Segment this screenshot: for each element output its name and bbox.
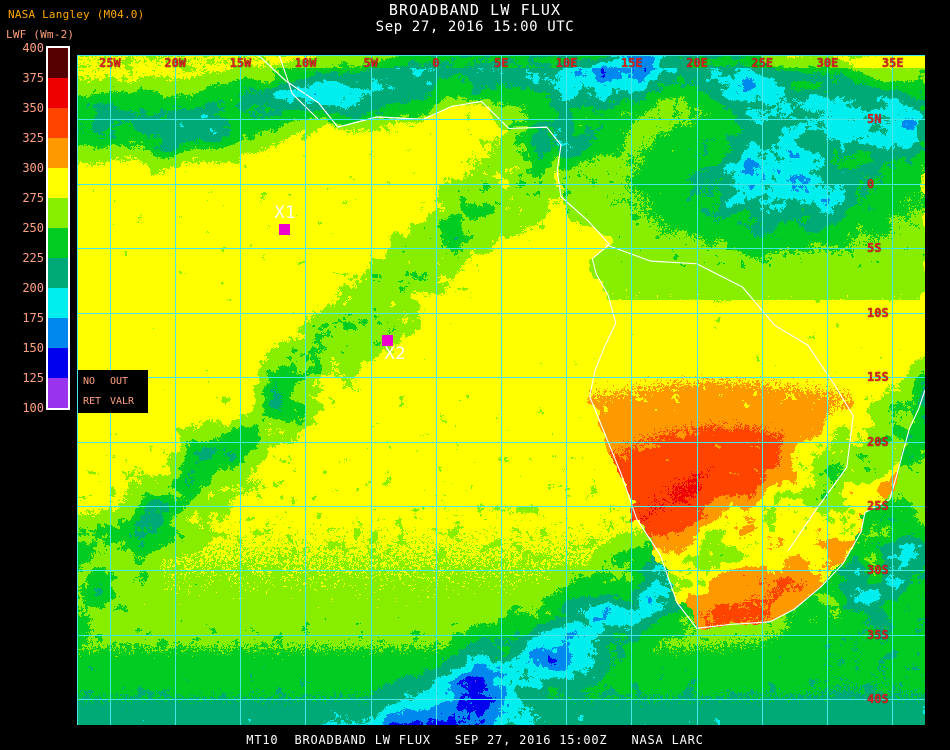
colorbar-band-350-375 xyxy=(48,78,68,108)
colorbar-tick-200: 200 xyxy=(22,281,44,295)
colorbar-band-175-200 xyxy=(48,288,68,318)
legend-ret-label: RET xyxy=(83,396,102,407)
lon-label-25E: 25E xyxy=(751,56,774,70)
colorbar-tick-375: 375 xyxy=(22,71,44,85)
colorbar-band-200-225 xyxy=(48,258,68,288)
colorbar-tick-125: 125 xyxy=(22,371,44,385)
lat-label-30S: 30S xyxy=(867,563,889,578)
colorbar-tick-275: 275 xyxy=(22,191,44,205)
colorbar-tick-250: 250 xyxy=(22,221,44,235)
lat-label-25S: 25S xyxy=(867,498,889,513)
no-retrieval-legend: NO OUT RET VALR xyxy=(78,370,148,413)
lon-label-10W: 10W xyxy=(294,56,317,70)
flux-field-canvas xyxy=(77,55,925,725)
colorbar xyxy=(46,46,70,410)
colorbar-band-325-350 xyxy=(48,108,68,138)
colorbar-tick-175: 175 xyxy=(22,311,44,325)
site-label-X1: X1 xyxy=(274,202,296,223)
colorbar-band-125-150 xyxy=(48,348,68,378)
site-label-X2: X2 xyxy=(384,343,406,364)
lon-label-5E: 5E xyxy=(494,56,509,70)
colorbar-band-100-125 xyxy=(48,378,68,408)
colorbar-band-225-250 xyxy=(48,228,68,258)
footer-caption: MT10 BROADBAND LW FLUX SEP 27, 2016 15:0… xyxy=(246,733,704,747)
lon-label-25W: 25W xyxy=(99,56,121,70)
colorbar-band-250-275 xyxy=(48,198,68,228)
colorbar-tick-labels: 400 375 350 325 300 275 250 225 200 175 150 125 100 xyxy=(0,40,44,420)
colorbar-tick-400: 400 xyxy=(22,41,44,55)
lat-label-40S: 40S xyxy=(867,692,889,707)
colorbar-bands xyxy=(48,48,68,408)
lon-label-20E: 20E xyxy=(686,56,708,70)
colorbar-tick-300: 300 xyxy=(22,161,44,175)
legend-no-label: NO xyxy=(83,376,96,387)
lat-label-20S: 20S xyxy=(867,434,889,449)
colorbar-band-150-175 xyxy=(48,318,68,348)
colorbar-band-300-325 xyxy=(48,138,68,168)
lat-label-10S: 10S xyxy=(867,305,889,320)
lat-label-5S: 5S xyxy=(867,241,882,256)
lon-label-30E: 30E xyxy=(816,56,839,70)
colorbar-tick-350: 350 xyxy=(22,101,44,115)
legend-out-label: OUT xyxy=(110,376,129,387)
colorbar-tick-150: 150 xyxy=(22,341,44,355)
lat-label-35S: 35S xyxy=(867,627,889,642)
lon-label-5W: 5W xyxy=(363,56,378,70)
site-square-X2[interactable] xyxy=(382,334,394,346)
colorbar-band-275-300 xyxy=(48,168,68,198)
lon-label-20W: 20W xyxy=(164,56,187,70)
lat-label-15S: 15S xyxy=(867,370,889,385)
variable-label: LWF (Wm-2) xyxy=(6,28,75,41)
lon-label-10E: 10E xyxy=(555,56,578,70)
lon-label-15E: 15E xyxy=(620,56,643,70)
colorbar-band-375-400 xyxy=(48,48,68,78)
agency-label: NASA Langley (M04.0) xyxy=(8,8,145,21)
lon-label-0: 0 xyxy=(432,56,440,70)
lat-label-5N: 5N xyxy=(867,112,882,127)
site-square-X1[interactable] xyxy=(279,223,291,235)
colorbar-tick-225: 225 xyxy=(22,251,44,265)
colorbar-tick-325: 325 xyxy=(22,131,44,145)
lon-label-15W: 15W xyxy=(229,56,252,70)
lat-label-0: 0 xyxy=(867,176,875,191)
page-subtitle: Sep 27, 2016 15:00 UTC xyxy=(375,19,575,35)
colorbar-tick-100: 100 xyxy=(22,401,44,415)
map-panel[interactable] xyxy=(77,55,925,725)
lon-label-35E: 35E xyxy=(881,56,904,70)
legend-valr-label: VALR xyxy=(110,396,135,407)
